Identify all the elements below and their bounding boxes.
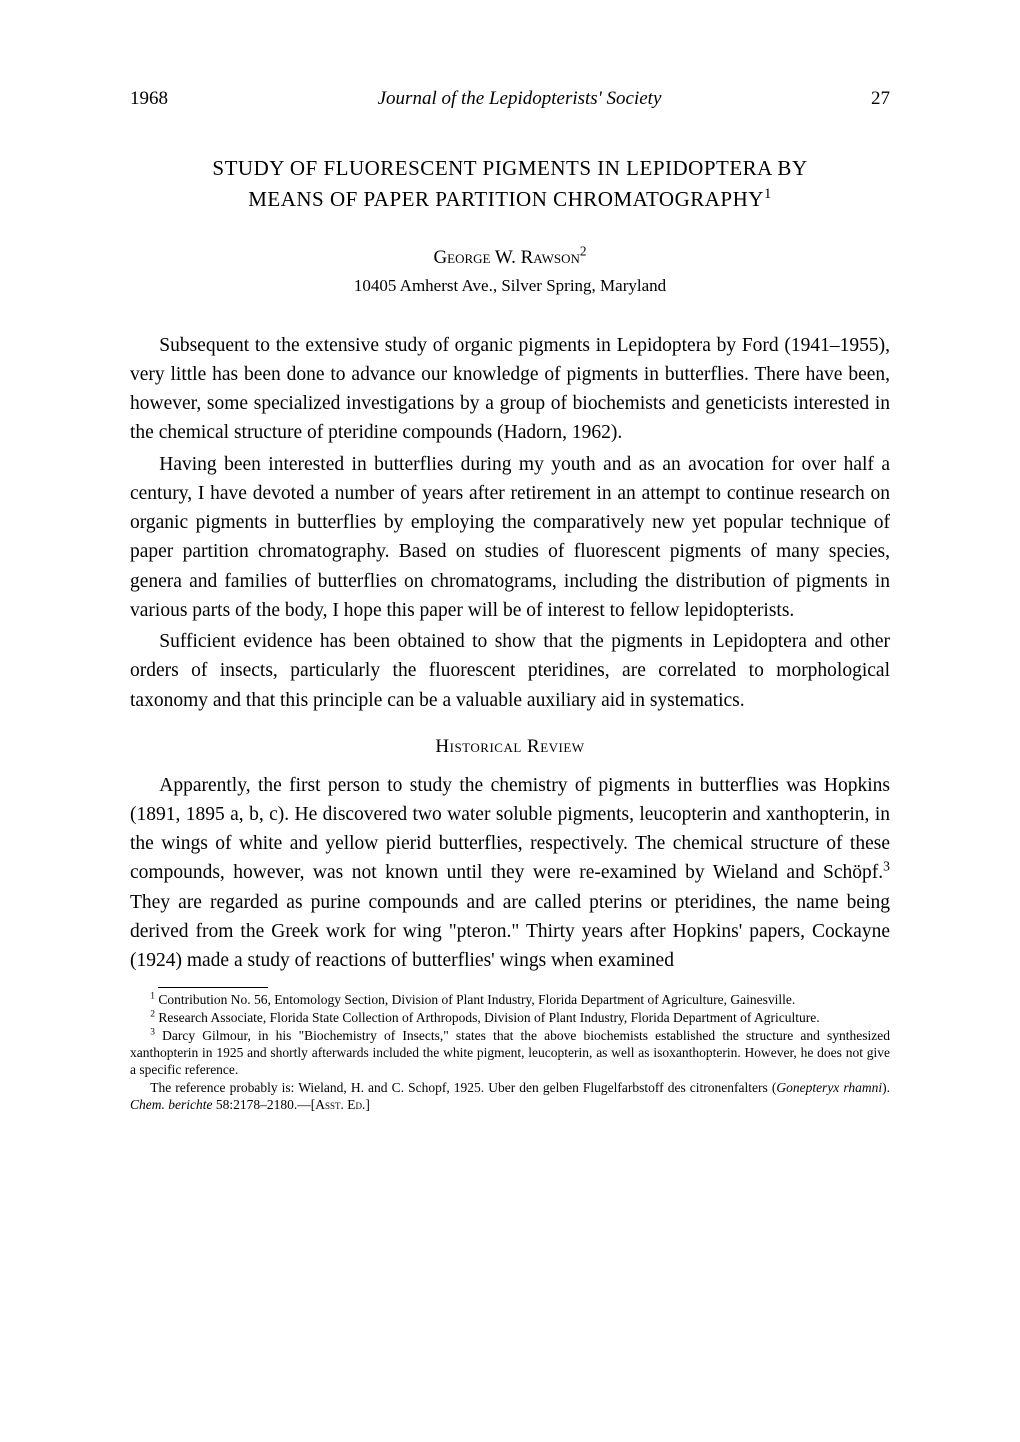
paragraph-3: Sufficient evidence has been obtained to…: [130, 627, 890, 715]
section-heading-historical: Historical Review: [130, 733, 890, 761]
footnote-separator: [158, 987, 268, 988]
footnote-3-text-e: ]: [365, 1097, 370, 1112]
footnote-1: 1 Contribution No. 56, Entomology Sectio…: [130, 992, 890, 1009]
footnote-3-smallcaps: Asst. Ed.: [315, 1097, 365, 1112]
author-footnote-marker: 2: [580, 243, 587, 258]
title-line-2: MEANS OF PAPER PARTITION CHROMATOGRAPHY: [248, 187, 764, 211]
header-journal-title: Journal of the Lepidopterists' Society: [168, 85, 871, 113]
author-name-text: George W. Rawson: [433, 247, 579, 268]
footnote-3-italic-2: Chem. berichte: [130, 1097, 212, 1112]
footnote-2: 2 Research Associate, Florida State Coll…: [130, 1010, 890, 1027]
footnote-3-text-d: 58:2178–2180.—[: [212, 1097, 315, 1112]
title-footnote-marker: 1: [764, 186, 772, 202]
paragraph-1: Subsequent to the extensive study of org…: [130, 331, 890, 448]
running-header: 1968 Journal of the Lepidopterists' Soci…: [130, 85, 890, 113]
paragraph-4-part-a: Apparently, the first person to study th…: [130, 775, 890, 884]
paragraph-4-part-b: They are regarded as purine compounds an…: [130, 892, 890, 972]
author-address: 10405 Amherst Ave., Silver Spring, Maryl…: [130, 274, 890, 299]
article-title: STUDY OF FLUORESCENT PIGMENTS IN LEPIDOP…: [130, 153, 890, 216]
footnote-1-text: Contribution No. 56, Entomology Section,…: [155, 992, 795, 1007]
footnote-2-text: Research Associate, Florida State Collec…: [155, 1010, 820, 1025]
footnotes-block: 1 Contribution No. 56, Entomology Sectio…: [130, 992, 890, 1113]
paragraph-4: Apparently, the first person to study th…: [130, 771, 890, 976]
footnote-3-text-b: The reference probably is: Wieland, H. a…: [150, 1080, 776, 1095]
footnote-3-continued: The reference probably is: Wieland, H. a…: [130, 1080, 890, 1114]
paragraph-2: Having been interested in butterflies du…: [130, 450, 890, 626]
author-block: George W. Rawson2 10405 Amherst Ave., Si…: [130, 244, 890, 299]
author-name: George W. Rawson2: [130, 244, 890, 272]
header-page-number: 27: [871, 85, 890, 113]
footnote-3-text-a: Darcy Gilmour, in his "Biochemistry of I…: [130, 1028, 890, 1077]
header-year: 1968: [130, 85, 168, 113]
footnote-3-text-c: ).: [882, 1080, 890, 1095]
footnote-3-italic-1: Gonepteryx rhamni: [776, 1080, 882, 1095]
title-line-1: STUDY OF FLUORESCENT PIGMENTS IN LEPIDOP…: [212, 156, 807, 180]
footnote-3: 3 Darcy Gilmour, in his "Biochemistry of…: [130, 1028, 890, 1079]
footnote-marker-3: 3: [883, 859, 890, 874]
